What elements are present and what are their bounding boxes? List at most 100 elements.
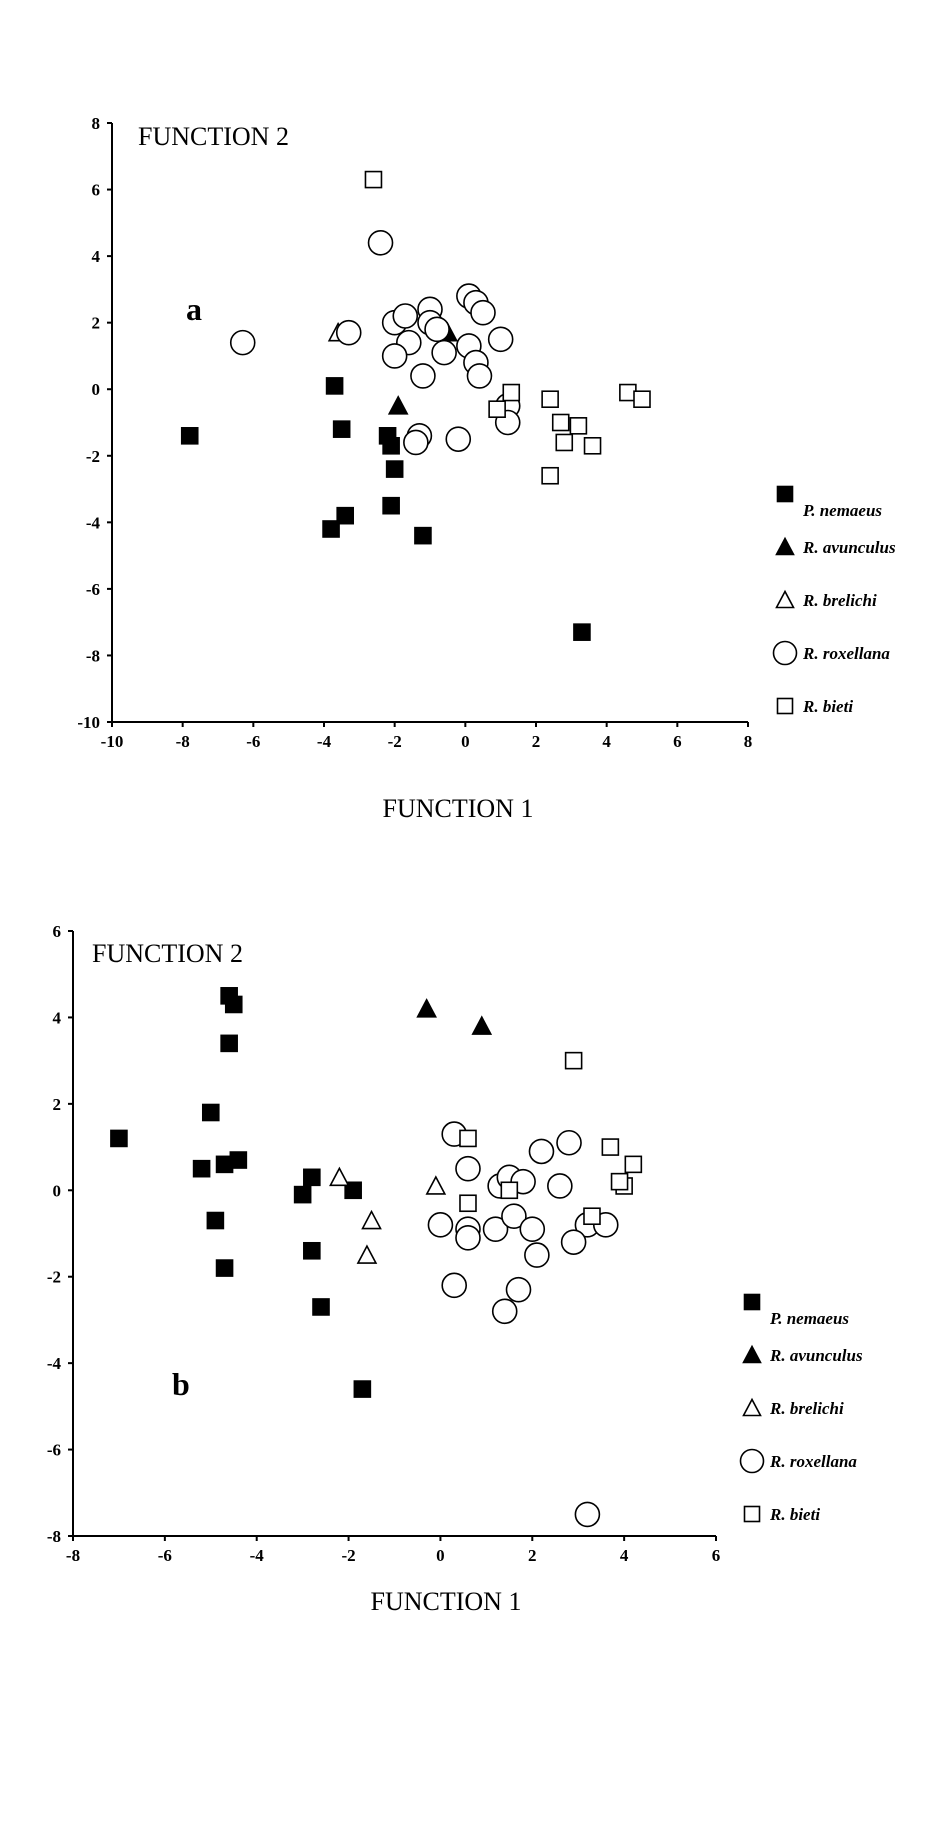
- x-tick-label: 2: [532, 732, 541, 751]
- y-tick-label: 0: [53, 1181, 62, 1200]
- legend-entry-label: R. bieti: [769, 1505, 820, 1524]
- y-tick-label: 4: [92, 247, 101, 266]
- x-tick-label: -2: [341, 1546, 355, 1565]
- r-roxellana-point: [455, 1155, 481, 1182]
- r-roxellana-point: [528, 1138, 555, 1165]
- legend-entry-label: R. brelichi: [769, 1399, 844, 1418]
- r-roxellana-point: [424, 316, 450, 343]
- r-roxellana-point: [501, 1203, 527, 1230]
- x-axis-title: FUNCTION 1: [383, 794, 534, 823]
- p-nemaeus-point: [382, 436, 400, 455]
- r-avunculus-point: [471, 1015, 493, 1035]
- r-roxellana-point: [560, 1229, 587, 1255]
- p-nemaeus-point: [192, 1159, 211, 1178]
- legend-marker: [742, 1397, 762, 1417]
- x-tick-label: -8: [176, 732, 190, 751]
- panel-label: b: [172, 1366, 190, 1402]
- y-axis-title: FUNCTION 2: [92, 939, 243, 968]
- r-bieti-point: [569, 417, 588, 435]
- y-tick-label: 4: [53, 1008, 62, 1027]
- r-bieti-point: [564, 1051, 583, 1070]
- x-axis-title: FUNCTION 1: [371, 1587, 522, 1616]
- legend-marker: [743, 1505, 761, 1523]
- y-tick-label: -4: [86, 513, 101, 532]
- r-roxellana-point: [547, 1173, 573, 1199]
- r-roxellana-point: [335, 319, 362, 346]
- r-bieti-point: [583, 1207, 601, 1226]
- x-tick-label: -4: [317, 732, 332, 751]
- r-roxellana-point: [441, 1272, 468, 1299]
- y-tick-label: 8: [92, 114, 101, 133]
- p-nemaeus-point: [303, 1241, 321, 1260]
- r-roxellana-point: [470, 299, 496, 326]
- r-bieti-point: [541, 390, 559, 409]
- r-roxellana-point: [431, 339, 457, 366]
- r-bieti-point: [500, 1181, 519, 1200]
- r-roxellana-point: [381, 343, 408, 369]
- r-bieti-point: [364, 170, 383, 189]
- r-roxellana-point: [556, 1129, 582, 1156]
- y-tick-label: -2: [86, 447, 100, 466]
- y-tick-label: 2: [92, 314, 101, 333]
- p-nemaeus-point: [229, 1151, 248, 1169]
- scatter-panel-a: -10 -8 -6 -4 -2 0 2 4 6 8 -10 -8 -6 -4 -2 0 2 4 6 8 FUNCTION…: [77, 114, 896, 823]
- legend-marker: [775, 536, 795, 556]
- r-bieti-point: [555, 433, 574, 452]
- r-bieti-point: [459, 1194, 477, 1213]
- r-bieti-point: [601, 1138, 620, 1156]
- r-roxellana-point: [487, 326, 514, 353]
- r-bieti-point: [541, 466, 559, 485]
- x-tick-label: -6: [246, 732, 260, 751]
- scatter-panel-b: -8 -6 -4 -2 0 2 4 6 -8 -6 -4 -2 0 2 4 6 FUNCTION 2 FUNCTI…: [47, 922, 863, 1616]
- legend-marker: [739, 1448, 765, 1474]
- y-tick-label: -6: [86, 580, 100, 599]
- r-roxellana-point: [491, 1298, 518, 1325]
- p-nemaeus-point: [385, 460, 404, 478]
- p-nemaeus-point: [353, 1380, 372, 1398]
- p-nemaeus-point: [325, 377, 344, 395]
- p-nemaeus-point: [220, 1034, 238, 1053]
- x-tick-label: 6: [712, 1546, 721, 1565]
- legend-marker: [775, 589, 795, 609]
- legend-marker: [742, 1344, 762, 1364]
- x-tick-label: -6: [158, 1546, 172, 1565]
- r-bieti-point: [624, 1155, 643, 1174]
- r-roxellana-point: [505, 1276, 532, 1303]
- legend-marker: [743, 1293, 761, 1311]
- p-nemaeus-point: [201, 1103, 220, 1122]
- x-tick-label: -2: [388, 732, 402, 751]
- r-roxellana-point: [392, 303, 419, 329]
- r-avunculus-point: [416, 998, 437, 1018]
- p-nemaeus-point: [293, 1185, 312, 1204]
- x-tick-label: 8: [744, 732, 753, 751]
- r-brelichi-point: [361, 1209, 382, 1230]
- p-nemaeus-point: [206, 1211, 225, 1230]
- legend-marker: [772, 640, 798, 666]
- p-nemaeus-point: [414, 526, 432, 545]
- panel-label: a: [186, 291, 202, 327]
- r-bieti-point: [459, 1129, 477, 1148]
- r-brelichi-point: [329, 1166, 350, 1187]
- x-tick-label: -8: [66, 1546, 80, 1565]
- legend-entry-label: R. bieti: [802, 697, 853, 716]
- p-nemaeus-point: [332, 420, 351, 438]
- r-roxellana-point: [455, 1225, 481, 1251]
- y-tick-label: -4: [47, 1354, 62, 1373]
- y-tick-label: 6: [53, 922, 62, 941]
- r-roxellana-point: [482, 1216, 509, 1242]
- r-roxellana-point: [466, 363, 493, 389]
- p-nemaeus-point: [322, 520, 340, 538]
- p-nemaeus-point: [336, 506, 355, 525]
- legend-entry-label: R. avunculus: [802, 538, 896, 557]
- r-roxellana-point: [229, 329, 256, 356]
- r-bieti-point: [583, 436, 602, 455]
- r-brelichi-point: [425, 1175, 447, 1195]
- legend-entry-label: P. nemaeus: [802, 501, 882, 520]
- y-tick-label: -10: [77, 713, 100, 732]
- x-tick-label: -4: [250, 1546, 265, 1565]
- legend-entry-label: R. roxellana: [769, 1452, 857, 1471]
- y-tick-label: 6: [92, 181, 101, 200]
- legend-marker: [776, 485, 794, 503]
- p-nemaeus-point: [573, 623, 591, 641]
